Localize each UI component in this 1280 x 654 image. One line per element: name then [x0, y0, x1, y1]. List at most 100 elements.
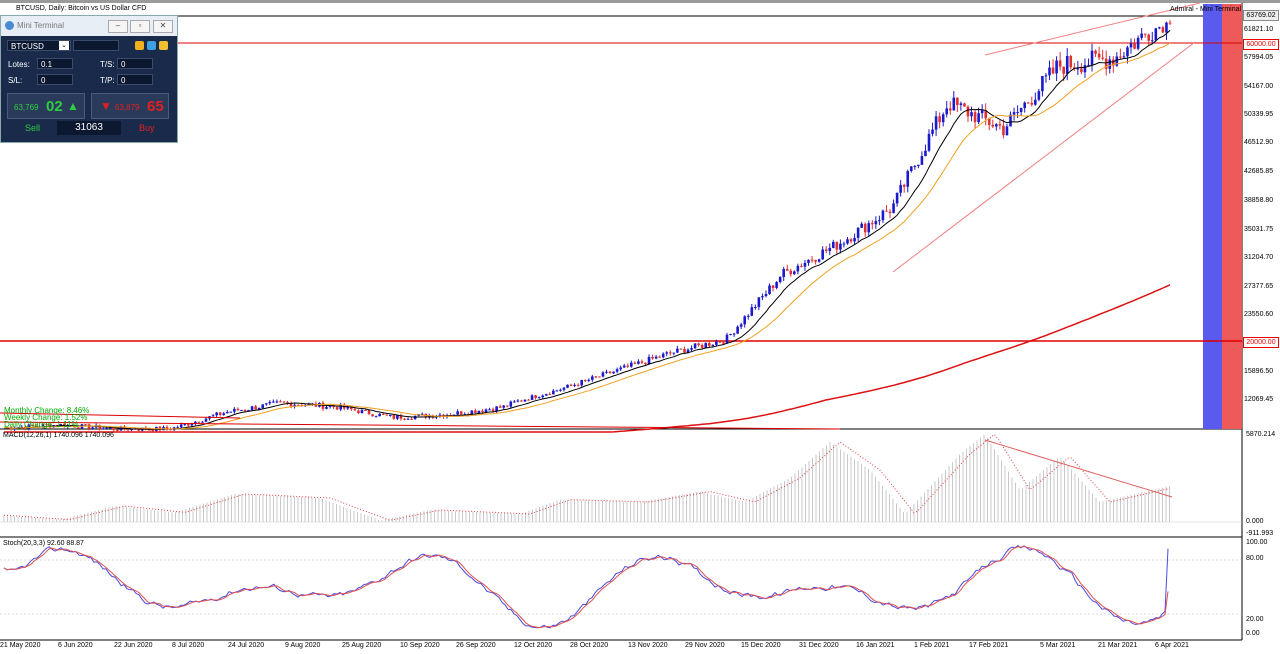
settings-icon[interactable]: [135, 41, 144, 50]
candle-body: [800, 265, 803, 267]
candle-body: [945, 108, 949, 115]
time-axis-label: 26 Sep 2020: [456, 642, 496, 649]
candle-body: [261, 404, 265, 408]
chevron-down-icon[interactable]: ⌄: [59, 41, 69, 50]
time-axis-label: 12 Oct 2020: [514, 642, 553, 649]
candle-body: [1002, 125, 1005, 136]
spread-value: 31063: [57, 121, 121, 135]
candle-body: [931, 129, 934, 134]
price-axis-label: 12069.45: [1244, 395, 1274, 403]
candle-body: [165, 427, 169, 430]
stoch-main-line: [3, 544, 1169, 629]
sell-price-button[interactable]: 63,769 02 ▲: [7, 93, 85, 119]
buy-button[interactable]: Buy: [139, 123, 155, 133]
candle-body: [257, 407, 261, 410]
sell-button[interactable]: Sell: [25, 123, 41, 133]
candle-body: [116, 429, 119, 431]
lots-input[interactable]: 0.1: [37, 58, 73, 69]
candle-body: [1009, 114, 1012, 127]
symbol-extra-field[interactable]: [73, 40, 119, 51]
close-icon[interactable]: ✕: [153, 20, 173, 33]
candle-body: [325, 407, 328, 409]
mini-terminal-title: Mini Terminal: [17, 21, 64, 30]
candle-body: [654, 356, 658, 359]
candle-body: [1104, 58, 1108, 69]
candle-body: [137, 429, 140, 431]
candle-body: [686, 349, 690, 353]
candle-body: [456, 411, 459, 415]
candle-body: [913, 166, 917, 168]
ts-input[interactable]: 0: [117, 58, 153, 69]
price-axis-label: 27377.65: [1244, 282, 1274, 290]
candle-body: [179, 424, 183, 428]
macd-divergence-line: [984, 439, 1173, 498]
candle-body: [186, 423, 190, 426]
info-icon[interactable]: [147, 41, 156, 50]
candle-body: [902, 184, 906, 187]
ma-mid-line: [3, 42, 1171, 430]
alert-icon[interactable]: [159, 41, 168, 50]
price-axis-label: 23550.60: [1244, 310, 1274, 318]
candle-body: [488, 409, 491, 411]
candle-body: [633, 362, 637, 364]
candle-body: [892, 203, 895, 213]
candle-body: [34, 425, 38, 427]
candle-body: [626, 365, 630, 367]
candle-body: [350, 406, 353, 410]
symbol-select[interactable]: BTCUSD ⌄: [7, 40, 71, 51]
price-axis-label: 38858.80: [1244, 196, 1274, 204]
candle-body: [403, 418, 406, 420]
candle-body: [513, 401, 516, 403]
candle-body: [420, 413, 424, 415]
candle-body: [963, 103, 966, 107]
candle-body: [924, 150, 927, 157]
buy-price-button[interactable]: ▼ 63,879 65: [91, 93, 169, 119]
candle-body: [45, 424, 48, 426]
candle-body: [385, 414, 389, 416]
candle-body: [991, 124, 995, 127]
price-axis-label: 31204.70: [1244, 253, 1274, 261]
candle-body: [381, 413, 385, 415]
candle-body: [357, 410, 360, 414]
candle-body: [956, 97, 959, 105]
tp-input[interactable]: 0: [117, 74, 153, 85]
candle-body: [562, 387, 566, 390]
candle-body: [367, 410, 371, 415]
candle-body: [778, 277, 782, 283]
candle-body: [229, 411, 233, 413]
candle-body: [1041, 76, 1044, 92]
candle-body: [711, 344, 715, 347]
candle-body: [920, 156, 924, 165]
restore-icon[interactable]: ▫: [130, 20, 150, 33]
candle-body: [552, 390, 555, 395]
candle-body: [477, 410, 481, 414]
hline-tag-60000: 60000.00: [1243, 39, 1279, 50]
candle-body: [856, 227, 860, 238]
mini-terminal-panel[interactable]: Mini Terminal – ▫ ✕ BTCUSD ⌄ Lotes: 0.1 …: [0, 15, 178, 143]
candle-body: [247, 409, 250, 411]
lots-label: Lotes:: [8, 60, 30, 69]
candle-body: [1023, 102, 1026, 109]
mini-terminal-titlebar[interactable]: Mini Terminal – ▫ ✕: [1, 16, 177, 36]
minimize-icon[interactable]: –: [108, 20, 128, 33]
candle-body: [580, 380, 583, 386]
blue-band: [1203, 4, 1222, 429]
candle-body: [520, 400, 523, 402]
candle-body: [566, 384, 569, 388]
candle-body: [148, 429, 151, 431]
candle-body: [201, 421, 204, 423]
macd-axis-min: -911.993: [1246, 530, 1274, 537]
candle-body: [225, 412, 229, 414]
candle-body: [194, 421, 197, 424]
candle-body: [346, 406, 350, 409]
sl-input[interactable]: 0: [37, 74, 73, 85]
price-axis-label: 57994.05: [1244, 53, 1274, 61]
candle-body: [374, 416, 378, 418]
candle-body: [176, 427, 179, 429]
candle-body: [739, 324, 743, 327]
candle-body: [1037, 91, 1041, 100]
stoch-axis-0: 0.00: [1246, 630, 1260, 637]
channel-lower-line: [892, 41, 1196, 273]
candle-body: [683, 348, 686, 353]
